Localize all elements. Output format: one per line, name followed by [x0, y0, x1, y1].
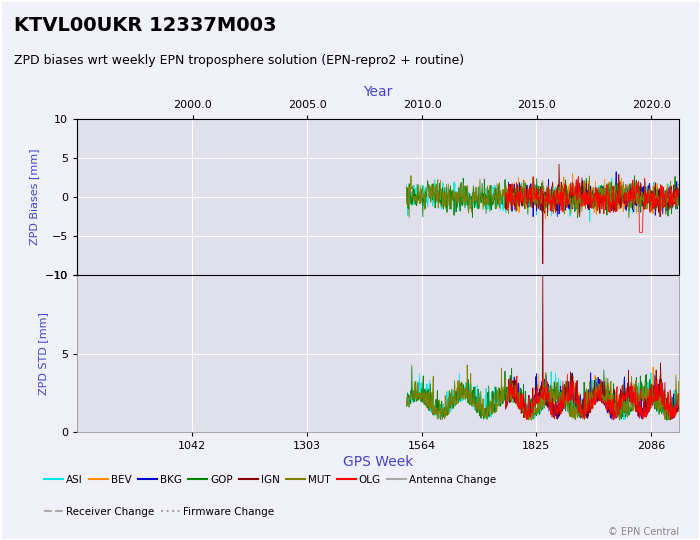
Legend: Receiver Change, Firmware Change: Receiver Change, Firmware Change [40, 503, 278, 521]
Y-axis label: ZPD STD [mm]: ZPD STD [mm] [38, 312, 48, 395]
Text: ZPD biases wrt weekly EPN troposphere solution (EPN-repro2 + routine): ZPD biases wrt weekly EPN troposphere so… [14, 54, 464, 67]
Y-axis label: ZPD Biases [mm]: ZPD Biases [mm] [29, 149, 39, 245]
X-axis label: GPS Week: GPS Week [343, 455, 413, 469]
Text: KTVL00UKR 12337M003: KTVL00UKR 12337M003 [14, 16, 276, 35]
Text: © EPN Central: © EPN Central [608, 527, 679, 537]
Legend: ASI, BEV, BKG, GOP, IGN, MUT, OLG, Antenna Change: ASI, BEV, BKG, GOP, IGN, MUT, OLG, Anten… [40, 470, 500, 489]
X-axis label: Year: Year [363, 85, 393, 99]
